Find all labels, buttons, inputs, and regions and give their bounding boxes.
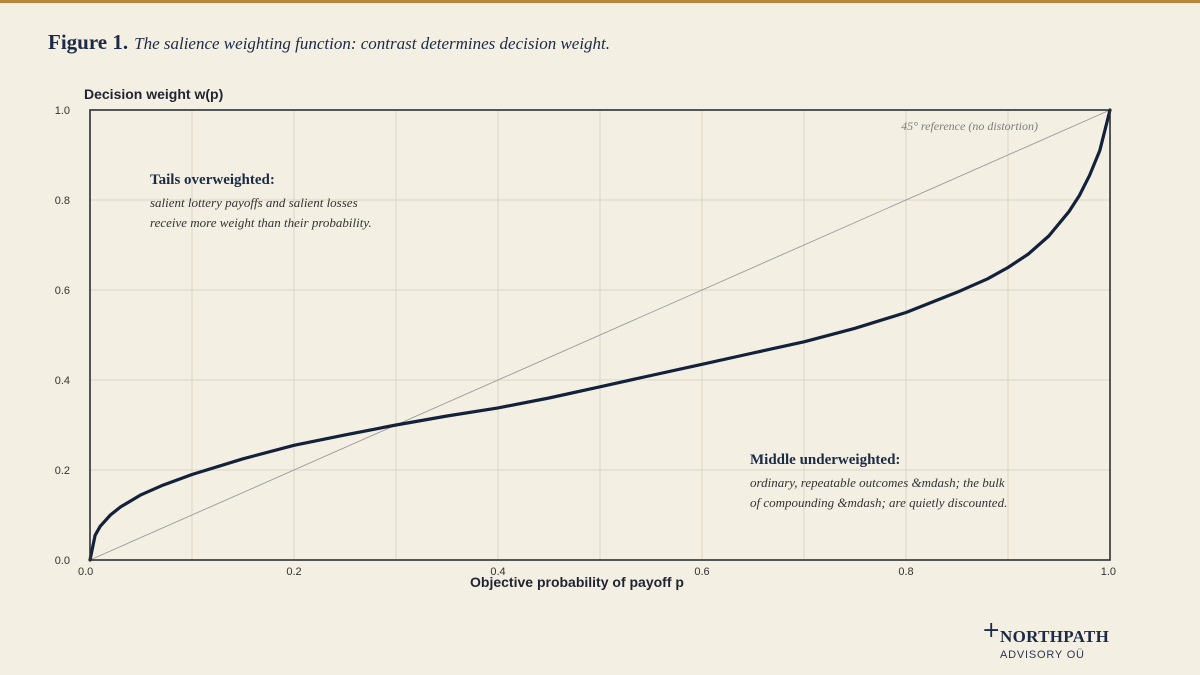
x-tick-label: 0.8 (898, 566, 913, 578)
x-tick-label: 1.0 (1101, 566, 1116, 578)
y-tick-label: 1.0 (55, 105, 70, 117)
brand-name: NORTHPATH (1000, 627, 1110, 646)
y-axis-label: Decision weight w(p) (84, 86, 223, 102)
series-line-salience-weight (88, 108, 1112, 562)
y-axis-ticks: 0.0 0.2 0.4 0.6 0.8 1.0 (55, 105, 70, 567)
y-tick-label: 0.0 (55, 555, 70, 567)
annotation-middle-line-1: ordinary, repeatable outcomes &mdash; th… (750, 475, 1005, 490)
x-tick-label: 0.6 (694, 566, 709, 578)
x-tick-label: 0.4 (490, 566, 505, 578)
annotation-tails-line-2: receive more weight than their probabili… (150, 215, 372, 230)
x-tick-label: 0.0 (78, 566, 93, 578)
annotation-middle-line-2: of compounding &mdash; are quietly disco… (750, 495, 1007, 510)
plot-frame (89, 109, 1111, 561)
reference-line-label: 45° reference (no distortion) (901, 119, 1038, 133)
annotation-middle-title: Middle underweighted: (750, 452, 900, 468)
reference-line-45 (89, 109, 1111, 561)
figure-label: Figure 1. (48, 30, 129, 54)
y-tick-label: 0.2 (55, 465, 70, 477)
top-accent-rule (0, 0, 1200, 3)
x-axis-ticks: 0.0 0.2 0.4 0.6 0.8 1.0 (78, 566, 1116, 578)
y-tick-label: 0.4 (55, 375, 70, 387)
x-axis-label: Objective probability of payoff p (470, 574, 684, 590)
x-tick-label: 0.2 (286, 566, 301, 578)
chart-grid (90, 110, 1110, 560)
figure-title: Figure 1. The salience weighting function… (48, 30, 610, 55)
annotation-tails-title: Tails overweighted: (150, 172, 275, 188)
plus-cross-icon: + (982, 618, 1001, 643)
y-tick-label: 0.8 (55, 195, 70, 207)
figure-caption: The salience weighting function: contras… (134, 34, 611, 53)
annotation-tails-line-1: salient lottery payoffs and salient loss… (150, 195, 358, 210)
y-tick-label: 0.6 (55, 285, 70, 297)
brand-subtitle: ADVISORY OÜ (1000, 649, 1085, 661)
